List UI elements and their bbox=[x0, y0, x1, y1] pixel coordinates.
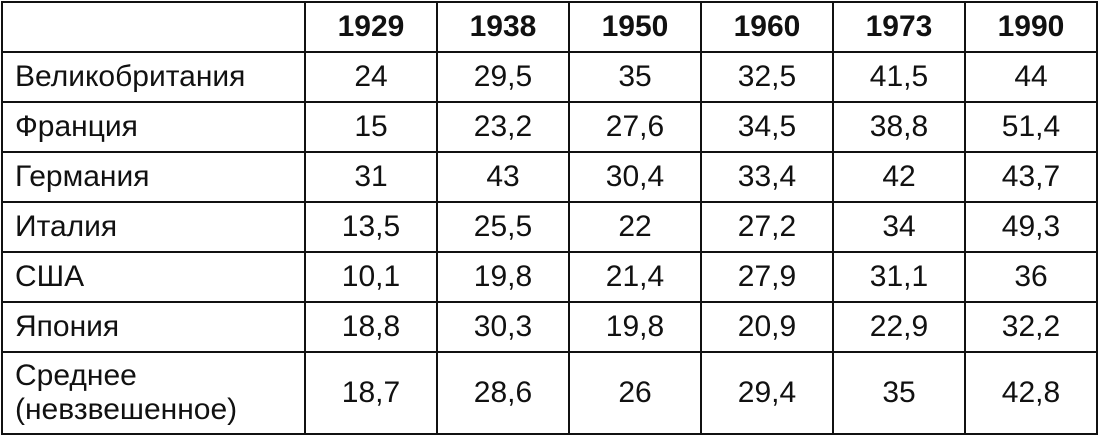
table-cell: 22 bbox=[568, 201, 702, 253]
table-cell: 27,6 bbox=[568, 101, 702, 153]
table-cell: 30,4 bbox=[568, 151, 702, 203]
country-label: Франция bbox=[1, 101, 306, 153]
table-cell: 15 bbox=[304, 101, 438, 153]
table-cell: 23,2 bbox=[436, 101, 570, 153]
table-cell: 44 bbox=[964, 51, 1098, 103]
year-header: 1929 bbox=[304, 1, 438, 53]
table-cell: 34,5 bbox=[700, 101, 834, 153]
table-cell: 42,8 bbox=[964, 351, 1098, 435]
year-header: 1950 bbox=[568, 1, 702, 53]
year-header: 1990 bbox=[964, 1, 1098, 53]
table-cell: 22,9 bbox=[832, 301, 966, 353]
table-cell: 35 bbox=[568, 51, 702, 103]
table-cell: 28,6 bbox=[436, 351, 570, 435]
corner-cell bbox=[1, 1, 306, 53]
header-row: 1929 1938 1950 1960 1973 1990 bbox=[1, 1, 1098, 53]
table-row: Япония 18,8 30,3 19,8 20,9 22,9 32,2 bbox=[1, 301, 1098, 353]
year-header: 1973 bbox=[832, 1, 966, 53]
table-cell: 51,4 bbox=[964, 101, 1098, 153]
table-cell: 20,9 bbox=[700, 301, 834, 353]
table-cell: 36 bbox=[964, 251, 1098, 303]
table-cell: 42 bbox=[832, 151, 966, 203]
table-row: Великобритания 24 29,5 35 32,5 41,5 44 bbox=[1, 51, 1098, 103]
table-cell: 31,1 bbox=[832, 251, 966, 303]
table-cell: 32,2 bbox=[964, 301, 1098, 353]
average-label-line1: Среднее bbox=[15, 359, 137, 392]
table-cell: 43 bbox=[436, 151, 570, 203]
table-cell: 27,9 bbox=[700, 251, 834, 303]
table-cell: 26 bbox=[568, 351, 702, 435]
country-label: Германия bbox=[1, 151, 306, 203]
table-cell: 29,5 bbox=[436, 51, 570, 103]
average-row: Среднее (невзвешенное) 18,7 28,6 26 29,4… bbox=[1, 351, 1098, 435]
table-cell: 13,5 bbox=[304, 201, 438, 253]
table-cell: 10,1 bbox=[304, 251, 438, 303]
table-cell: 35 bbox=[832, 351, 966, 435]
table-cell: 25,5 bbox=[436, 201, 570, 253]
table-row: Германия 31 43 30,4 33,4 42 43,7 bbox=[1, 151, 1098, 203]
table-cell: 43,7 bbox=[964, 151, 1098, 203]
table-cell: 18,8 bbox=[304, 301, 438, 353]
table-cell: 24 bbox=[304, 51, 438, 103]
country-label: США bbox=[1, 251, 306, 303]
country-label: Великобритания bbox=[1, 51, 306, 103]
table-cell: 31 bbox=[304, 151, 438, 203]
average-label-line2: (невзвешенное) bbox=[15, 393, 238, 426]
table-cell: 18,7 bbox=[304, 351, 438, 435]
year-header: 1960 bbox=[700, 1, 834, 53]
table-cell: 41,5 bbox=[832, 51, 966, 103]
table-cell: 19,8 bbox=[436, 251, 570, 303]
table-cell: 19,8 bbox=[568, 301, 702, 353]
table-row: Франция 15 23,2 27,6 34,5 38,8 51,4 bbox=[1, 101, 1098, 153]
table-cell: 49,3 bbox=[964, 201, 1098, 253]
table-cell: 34 bbox=[832, 201, 966, 253]
table-cell: 29,4 bbox=[700, 351, 834, 435]
table-row: Италия 13,5 25,5 22 27,2 34 49,3 bbox=[1, 201, 1098, 253]
year-header: 1938 bbox=[436, 1, 570, 53]
table-cell: 30,3 bbox=[436, 301, 570, 353]
table-cell: 33,4 bbox=[700, 151, 834, 203]
table-cell: 38,8 bbox=[832, 101, 966, 153]
table-cell: 21,4 bbox=[568, 251, 702, 303]
table-row: США 10,1 19,8 21,4 27,9 31,1 36 bbox=[1, 251, 1098, 303]
country-label: Италия bbox=[1, 201, 306, 253]
country-label: Япония bbox=[1, 301, 306, 353]
table-cell: 27,2 bbox=[700, 201, 834, 253]
table-cell: 32,5 bbox=[700, 51, 834, 103]
average-label: Среднее (невзвешенное) bbox=[1, 351, 306, 435]
